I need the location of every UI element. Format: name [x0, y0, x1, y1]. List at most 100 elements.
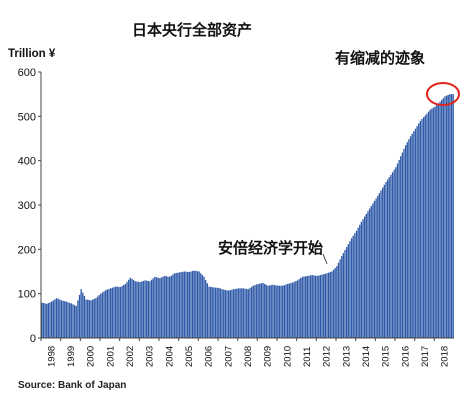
asset-bar	[116, 286, 118, 338]
asset-bar	[383, 184, 386, 338]
asset-bar	[439, 101, 441, 338]
asset-bar	[273, 285, 276, 338]
asset-bar	[249, 288, 251, 338]
x-tick-label: 2015	[381, 346, 392, 367]
asset-bar	[316, 275, 318, 338]
asset-bar	[121, 285, 123, 338]
asset-bar	[336, 266, 338, 338]
asset-bar	[172, 274, 174, 338]
asset-bar	[270, 285, 272, 338]
asset-bar	[391, 172, 394, 338]
asset-bar	[445, 95, 448, 338]
x-tick-label: 1998	[46, 346, 57, 367]
asset-bar	[285, 284, 287, 338]
asset-bar	[364, 216, 366, 338]
asset-bar	[78, 294, 81, 338]
asset-bar	[232, 289, 235, 338]
x-tick-label: 2011	[302, 347, 313, 367]
asset-bar	[259, 283, 261, 338]
x-tick-label: 2010	[282, 346, 293, 367]
asset-bar	[96, 296, 99, 338]
asset-bar	[128, 279, 130, 338]
asset-bar	[418, 123, 420, 339]
asset-bar	[144, 280, 146, 338]
asset-bar	[41, 302, 43, 338]
x-tick-label: 2018	[440, 346, 451, 367]
asset-bar	[129, 277, 131, 338]
asset-bar	[441, 99, 443, 339]
asset-bar	[350, 238, 353, 338]
asset-bar	[146, 280, 148, 338]
asset-bar	[423, 117, 425, 338]
asset-bar	[90, 300, 92, 338]
asset-bar	[226, 290, 228, 338]
asset-bar	[213, 287, 215, 338]
x-tick-label: 2016	[400, 346, 411, 367]
asset-bar	[295, 281, 297, 338]
asset-bar	[105, 290, 107, 338]
asset-bar	[185, 271, 187, 338]
y-tick-label: 300	[18, 200, 36, 212]
asset-bar	[64, 301, 66, 338]
asset-bar	[296, 280, 299, 338]
asset-bar	[111, 287, 113, 338]
asset-bar	[98, 295, 100, 338]
asset-bar	[386, 179, 389, 338]
asset-bar	[347, 244, 349, 338]
asset-bar	[165, 276, 168, 338]
asset-bar	[355, 230, 358, 338]
asset-bar	[178, 272, 181, 338]
asset-bar	[382, 187, 384, 338]
asset-bar	[242, 288, 245, 338]
asset-bar	[190, 271, 192, 338]
asset-bar	[82, 292, 84, 338]
asset-bar	[400, 156, 402, 338]
asset-bar	[436, 104, 438, 338]
asset-bar	[208, 286, 210, 338]
asset-bar	[50, 301, 53, 338]
asset-bar	[329, 272, 331, 338]
asset-bar	[413, 131, 415, 338]
asset-bar	[278, 285, 281, 338]
asset-bar	[231, 289, 233, 338]
asset-bar	[223, 289, 225, 338]
asset-bar	[283, 285, 286, 338]
asset-bar	[404, 145, 407, 338]
asset-bar	[224, 289, 227, 338]
y-tick-label: 100	[18, 289, 36, 301]
asset-bar	[132, 280, 135, 338]
asset-bar	[134, 281, 136, 338]
abenomics-annotation: 安倍经济学开始	[218, 239, 323, 257]
asset-bar	[367, 211, 369, 338]
asset-bar	[378, 193, 381, 338]
asset-bar	[337, 262, 340, 338]
asset-bar	[368, 208, 371, 338]
y-axis-ticks: 0 100 200 300 400 500 600	[18, 67, 41, 345]
chart-title: 日本央行全部资产	[132, 21, 252, 39]
asset-bar	[354, 233, 356, 338]
asset-bar	[55, 298, 58, 338]
y-tick-label: 500	[18, 111, 36, 123]
asset-bar	[452, 94, 454, 338]
asset-bar	[229, 290, 231, 338]
asset-bar	[403, 148, 405, 338]
asset-bar	[431, 108, 433, 339]
asset-bar	[275, 285, 277, 338]
asset-bar	[67, 302, 69, 338]
x-tick-label: 2009	[263, 346, 274, 367]
asset-bar	[101, 292, 104, 338]
asset-bar	[91, 299, 94, 338]
asset-bar	[211, 287, 213, 338]
asset-bar	[323, 274, 325, 338]
asset-bar	[313, 275, 315, 338]
asset-bar	[62, 300, 64, 338]
asset-bar	[393, 169, 395, 338]
asset-bar	[162, 276, 164, 338]
asset-bar	[54, 299, 56, 338]
asset-bar	[136, 281, 138, 338]
asset-bar	[139, 282, 141, 338]
asset-bar	[106, 289, 109, 338]
asset-bar	[88, 300, 91, 338]
asset-bar	[414, 128, 417, 338]
asset-bar	[80, 289, 82, 338]
